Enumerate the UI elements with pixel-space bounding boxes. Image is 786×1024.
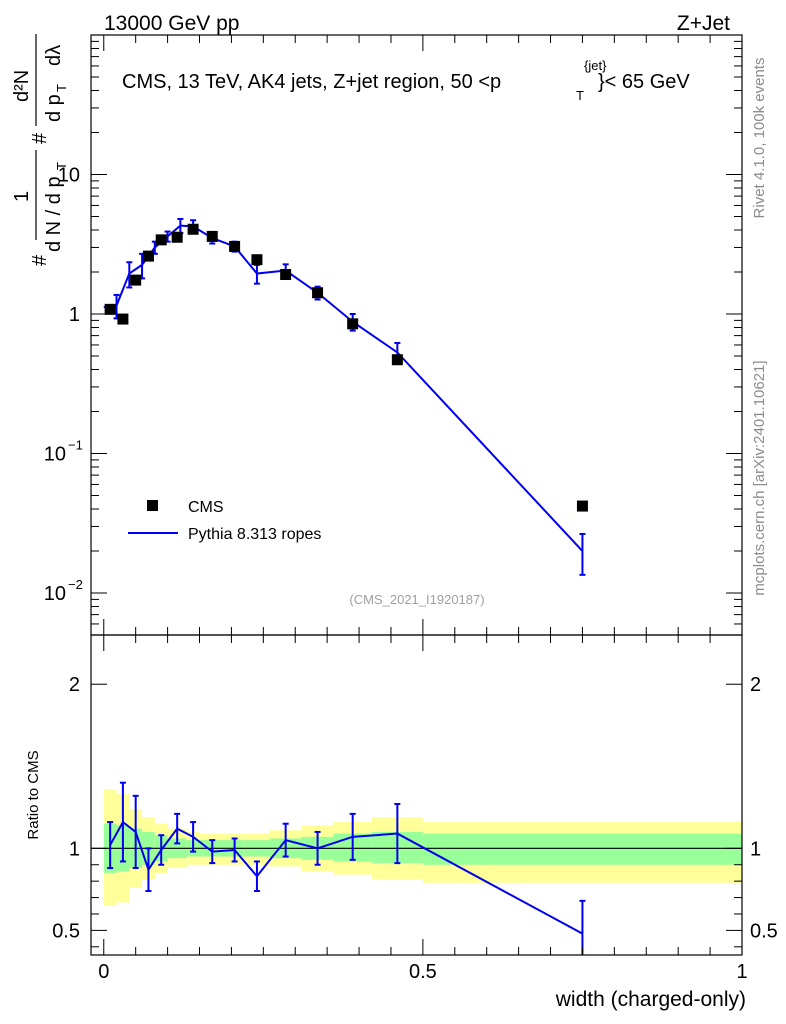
cms-data-point — [280, 268, 292, 280]
cms-data-point — [104, 303, 116, 315]
cms-data-point — [229, 240, 241, 252]
cms-data-point — [171, 231, 183, 243]
cms-data-point — [206, 230, 218, 242]
ylabel-dlambda: dλ — [43, 45, 65, 66]
main-y-ticks — [91, 40, 742, 636]
ratio-panel: 0.5 0.51 12 20 0.5 1 — [52, 634, 778, 983]
ylabel-dN-over: d N / d p — [43, 176, 65, 252]
cms-data-point — [155, 234, 167, 246]
x-tick-label: 1 — [736, 961, 747, 983]
x-tick-label: 0 — [98, 961, 109, 983]
legend-label-pythia: Pythia 8.313 ropes — [188, 526, 321, 543]
main-y-tick-label: 10 — [44, 583, 66, 605]
ratio-x-ticks — [103, 635, 743, 955]
cms-data-point — [347, 318, 359, 330]
ylabel-hash2: # — [29, 132, 51, 144]
ylabel-T2: T — [54, 84, 69, 92]
ratio-inner-band — [422, 833, 742, 865]
cms-data-point — [117, 313, 129, 325]
main-y-tick-label: 1 — [69, 304, 80, 326]
ylabel-T1: T — [54, 162, 69, 170]
ratio-tick-labels: 0.5 0.51 12 20 0.5 1 — [52, 674, 778, 983]
main-y-tick-label-exponent: −2 — [68, 577, 83, 592]
main-y-tick-label: 10 — [44, 444, 66, 466]
cms-data-point — [576, 500, 588, 512]
legend-marker-cms — [147, 500, 158, 511]
mcplots-site-label: mcplots.cern.ch [arXiv:2401.10621] — [751, 360, 768, 595]
header-right: Z+Jet — [677, 12, 730, 35]
title-subscript: T — [576, 88, 584, 103]
title-end: }< 65 GeV — [598, 71, 690, 93]
main-y-axis-label: # 1 d N / d p T # d²N d p T dλ — [11, 34, 69, 266]
cms-data-point — [251, 254, 263, 266]
main-x-ticks — [103, 35, 743, 635]
ratio-frame — [90, 634, 743, 956]
main-plot-content — [103, 217, 588, 576]
x-tick-label: 0.5 — [409, 961, 437, 983]
ylabel-hash1: # — [29, 254, 51, 266]
ratio-y-tick-label-left: 2 — [69, 674, 80, 696]
pythia-line — [103, 224, 584, 552]
cms-data-point — [142, 250, 154, 262]
x-axis-label: width (charged-only) — [555, 988, 746, 1011]
ylabel-d2N: d²N — [11, 70, 33, 102]
ratio-y-tick-label-right: 0.5 — [750, 920, 778, 942]
ratio-y-ticks — [91, 683, 742, 948]
title-superscript: {jet} — [584, 58, 607, 73]
cms-data-point — [312, 287, 324, 299]
ratio-y-tick-label-left: 0.5 — [52, 920, 80, 942]
ratio-plot-content — [91, 781, 742, 955]
header-left: 13000 GeV pp — [104, 12, 239, 35]
main-y-tick-label-exponent: −1 — [68, 438, 83, 453]
cms-data-point — [130, 274, 142, 286]
legend-label-cms: CMS — [188, 499, 224, 516]
cms-data-point — [187, 223, 199, 235]
analysis-watermark: (CMS_2021_I1920187) — [349, 592, 484, 607]
ratio-y-tick-label-right: 2 — [750, 674, 761, 696]
ylabel-dpT: d p — [43, 94, 65, 122]
main-frame — [90, 34, 743, 636]
ylabel-one: 1 — [11, 191, 33, 202]
plot-title: CMS, 13 TeV, AK4 jets, Z+jet region, 50 … — [122, 58, 690, 103]
rivet-version-label: Rivet 4.1.0, 100k events — [751, 58, 768, 219]
ratio-y-tick-label-left: 1 — [69, 838, 80, 860]
cms-data-point — [391, 354, 403, 366]
title-main: CMS, 13 TeV, AK4 jets, Z+jet region, 50 … — [122, 71, 501, 93]
main-y-tick-label: 10 — [58, 165, 80, 187]
ratio-y-axis-label: Ratio to CMS — [25, 750, 42, 839]
legend: CMS Pythia 8.313 ropes — [128, 499, 321, 543]
ratio-y-tick-label-right: 1 — [750, 838, 761, 860]
